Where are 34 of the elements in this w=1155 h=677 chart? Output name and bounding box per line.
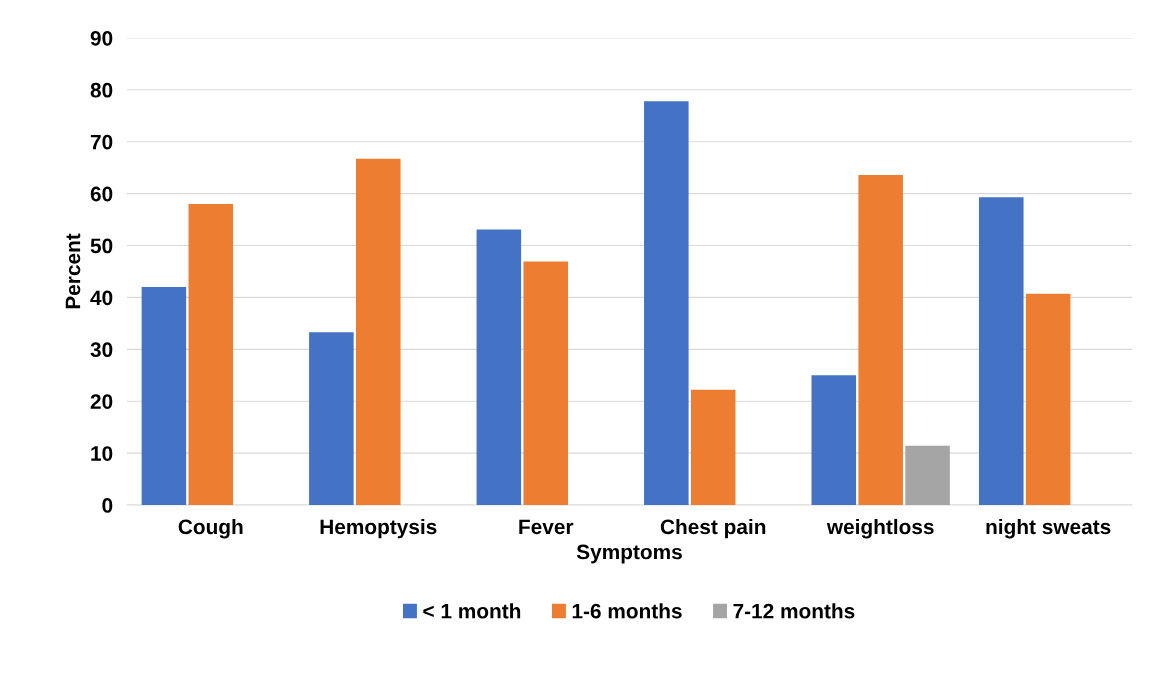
- legend-label: 7-12 months: [733, 603, 855, 619]
- x-tick-label: weightloss: [826, 518, 934, 539]
- y-tick-label: 20: [90, 394, 113, 409]
- legend-label: 1-6 months: [572, 603, 682, 619]
- bar: [979, 197, 1024, 506]
- bar: [1025, 293, 1071, 506]
- bar: [188, 204, 234, 506]
- y-tick-label: 60: [90, 186, 113, 202]
- y-tick-label: 90: [90, 30, 113, 46]
- bar: [858, 174, 903, 506]
- bar: [644, 101, 689, 506]
- bar: [811, 375, 857, 506]
- y-tick-label: 10: [91, 446, 113, 461]
- x-tick-label: night sweats: [986, 518, 1111, 539]
- x-tick-label: Chest pain: [660, 518, 766, 539]
- x-tick-label: Cough: [178, 518, 243, 539]
- bar: [141, 287, 187, 506]
- bar: [309, 332, 354, 506]
- bar: [690, 389, 736, 506]
- bar: [476, 229, 522, 506]
- legend-label: < 1 month: [423, 603, 521, 619]
- x-axis-title: Symptoms: [576, 544, 682, 564]
- y-tick-label: 40: [90, 290, 113, 306]
- bar: [523, 261, 569, 506]
- y-tick-label: 0: [102, 498, 113, 513]
- bar: [905, 445, 950, 506]
- x-tick-label: Hemoptysis: [320, 518, 437, 539]
- bar: [355, 158, 401, 506]
- y-tick-label: 30: [90, 342, 113, 358]
- y-tick-label: 70: [90, 134, 113, 150]
- y-tick-label: 50: [90, 238, 113, 254]
- y-axis-title: Percent: [65, 233, 81, 309]
- x-tick-label: Fever: [519, 519, 574, 535]
- y-tick-label: 80: [90, 82, 113, 98]
